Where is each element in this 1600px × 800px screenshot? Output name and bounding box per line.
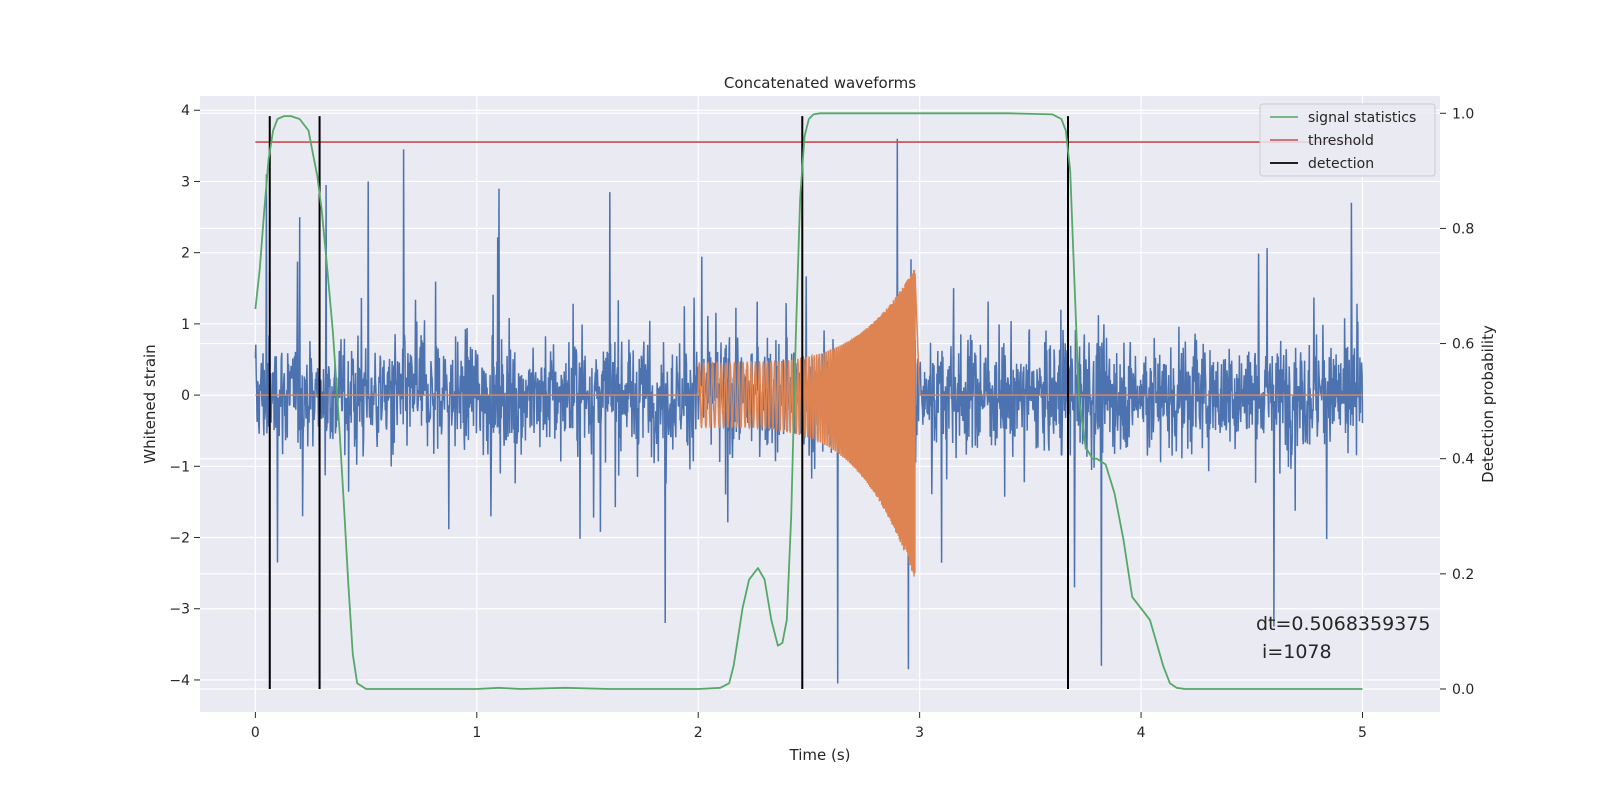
y-ticks-right: 0.0 0.2 0.4 0.6 0.8 1.0 xyxy=(1440,106,1474,698)
injection-series xyxy=(255,269,1363,577)
y-tick-label: 0 xyxy=(181,388,190,404)
legend-label-threshold: threshold xyxy=(1308,133,1374,149)
x-tick-label: 2 xyxy=(694,725,703,741)
y-tick-label: 2 xyxy=(181,246,190,262)
legend-box xyxy=(1259,103,1436,177)
x-tick-label: 1 xyxy=(472,725,481,741)
x-tick-label: 5 xyxy=(1358,725,1367,741)
y2-tick-label: 0.6 xyxy=(1452,337,1474,353)
x-axis-label: Time (s) xyxy=(789,746,851,764)
statistic-series xyxy=(254,112,1363,690)
x-tick-label: 3 xyxy=(915,725,924,741)
y-ticks-left: −4 −3 −2 −1 0 1 2 3 4 xyxy=(169,103,200,689)
y-tick-label: −3 xyxy=(169,602,190,618)
y2-tick-label: 0.0 xyxy=(1452,682,1474,698)
y2-axis-label: Detection probability xyxy=(1479,325,1497,483)
x-tick-label: 4 xyxy=(1137,725,1146,741)
x-tick-label: 0 xyxy=(251,725,260,741)
injection-line xyxy=(255,269,1363,577)
y-tick-label: −4 xyxy=(169,673,190,689)
y2-tick-label: 0.8 xyxy=(1452,221,1474,237)
annotation-index: i=1078 xyxy=(1256,641,1332,663)
y-axis-label: Whitened strain xyxy=(141,344,159,463)
y2-tick-label: 0.4 xyxy=(1452,452,1474,468)
y-tick-label: −1 xyxy=(169,459,190,475)
y2-tick-label: 0.2 xyxy=(1452,567,1474,583)
detection-series xyxy=(268,116,1069,689)
y-tick-label: 3 xyxy=(181,174,190,190)
y-tick-label: 1 xyxy=(181,317,190,333)
annotation-dt: dt=0.5068359375 xyxy=(1256,613,1430,635)
chart-title: Concatenated waveforms xyxy=(724,74,916,92)
statistic-line xyxy=(254,112,1363,690)
y2-tick-label: 1.0 xyxy=(1452,106,1474,122)
y-tick-label: −2 xyxy=(169,531,190,547)
legend-label-statistic: signal statistics xyxy=(1308,110,1416,126)
legend: signal statistics threshold detection xyxy=(1259,103,1436,177)
x-ticks: 0 1 2 3 4 5 xyxy=(251,712,1367,741)
y-tick-label: 4 xyxy=(181,103,190,119)
legend-label-detection: detection xyxy=(1308,156,1374,172)
